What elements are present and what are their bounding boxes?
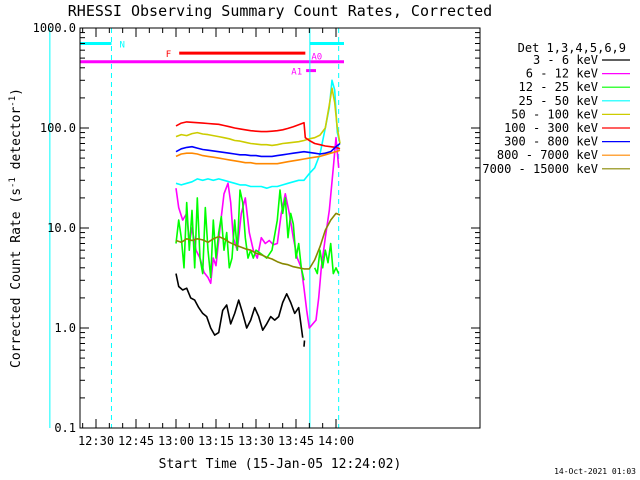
y-axis-label-sup2: -1 <box>8 96 18 107</box>
x-axis-label: Start Time (15-Jan-05 12:24:02) <box>159 457 402 472</box>
y-tick-label: 1000.0 <box>33 21 76 35</box>
y-axis-label-tail: detector <box>9 107 24 178</box>
flag-label-a0: A0 <box>311 53 322 63</box>
x-tick-label: 13:30 <box>238 434 274 448</box>
legend-label: 100 - 300 keV <box>504 121 598 135</box>
series-line-3 <box>175 189 340 281</box>
series-line-1 <box>175 273 306 347</box>
series-line-5 <box>175 87 341 147</box>
legend-label: 3 - 6 keV <box>533 53 598 67</box>
x-tick-label: 12:45 <box>118 434 154 448</box>
chart-title: RHESSI Observing Summary Count Rates, Co… <box>68 2 492 20</box>
y-axis: 0.1 1.0 10.0 100.0 1000.0 <box>33 21 480 435</box>
y-axis-label-main: Corrected Count Rate (s <box>9 188 24 368</box>
legend-label: 300 - 800 keV <box>504 135 598 149</box>
x-tick-label: 12:30 <box>78 434 114 448</box>
flag-label-f: F <box>166 50 171 60</box>
series-line-9 <box>175 212 341 270</box>
series-group <box>175 79 341 347</box>
x-tick-label: 13:00 <box>158 434 194 448</box>
y-tick-label: 0.1 <box>54 421 76 435</box>
series-line-7 <box>175 142 341 158</box>
legend-title: Det 1,3,4,5,6,9 <box>518 41 626 55</box>
x-tick-label: 13:45 <box>278 434 314 448</box>
flag-label-n: N <box>119 40 124 50</box>
legend-label: 800 - 7000 keV <box>497 148 598 162</box>
legend-label: 7000 - 15000 keV <box>482 162 598 176</box>
y-tick-label: 10.0 <box>47 221 76 235</box>
y-tick-label: 100.0 <box>40 121 76 135</box>
x-axis: 12:30 12:45 13:00 13:15 13:30 13:45 14:00 <box>78 28 354 448</box>
flag-label-a1: A1 <box>291 68 302 78</box>
legend-label: 25 - 50 keV <box>519 94 598 108</box>
x-tick-label: 13:15 <box>198 434 234 448</box>
y-axis-label-close: ) <box>9 88 24 96</box>
generated-timestamp: 14-Oct-2021 01:03 <box>554 467 636 476</box>
series-line-6 <box>175 121 341 150</box>
series-line-2 <box>175 136 340 329</box>
y-tick-label: 1.0 <box>54 321 76 335</box>
y-axis-label-sup: -1 <box>8 177 18 188</box>
legend-label: 50 - 100 keV <box>511 107 598 121</box>
series-line-4 <box>175 79 341 189</box>
attenuator-state-lines: N F A0 A1 <box>49 28 340 428</box>
y-axis-label: Corrected Count Rate (s-1 detector-1) <box>8 88 24 368</box>
series-line-8 <box>175 149 341 165</box>
legend-label: 12 - 25 keV <box>519 80 598 94</box>
observing-flags <box>80 41 344 73</box>
x-tick-label: 14:00 <box>318 434 354 448</box>
legend-label: 6 - 12 keV <box>526 67 598 81</box>
